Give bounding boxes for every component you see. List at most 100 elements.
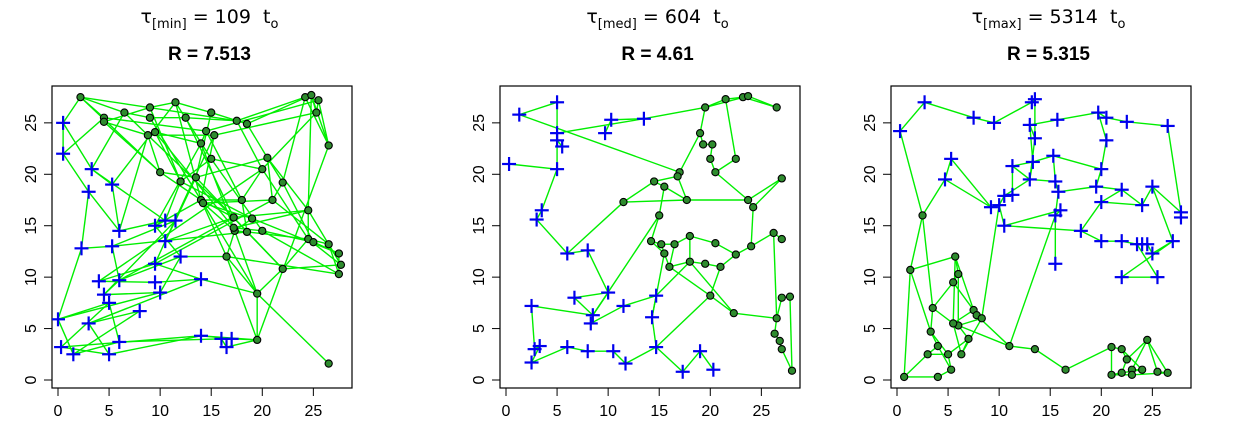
edge-line [62,122,93,170]
data-point-circle [928,303,937,313]
data-point-cross [917,95,932,110]
x-tick-label: 10 [151,403,169,420]
plot-area [52,90,346,368]
data-point-circle [304,206,313,215]
edge-line [88,323,110,355]
data-point-circle [324,240,333,249]
edge-line [903,269,911,377]
data-point-circle [954,269,963,279]
data-point-cross [1073,223,1088,238]
data-point-cross [56,115,71,130]
tau-title: τ[max] = 5314 to [971,6,1126,32]
y-tick-label: 20 [862,165,879,183]
edge-line [180,158,212,183]
data-point-circle [731,154,740,164]
data-point-cross [81,316,96,331]
edge-line [282,96,306,183]
edge-line [108,335,202,355]
x-tick-label: 25 [1143,403,1161,420]
tau-title: τ[min] = 109 to [140,6,279,32]
data-point-cross [153,285,168,300]
edge-line [909,215,924,271]
data-point-cross [893,124,908,139]
panel-max: τ[max] = 5314 to R = 5.315 0 5 10 15 20 25 0 5 1… [839,0,1258,440]
edge-line [1080,201,1102,232]
x-tick-label: 25 [752,403,770,420]
data-point-circle [695,128,705,138]
edge-line [531,346,568,364]
edge-line [108,302,120,343]
edge-line [118,216,235,281]
edge-line [899,130,924,216]
data-point-circle [711,239,720,248]
y-tick-label: 10 [471,268,488,286]
data-point-circle [198,198,208,208]
edge-line [1121,348,1143,371]
edge-line [952,323,963,355]
data-point-cross [66,347,81,362]
data-point-cross [1114,234,1129,249]
edge-line [73,341,120,355]
data-point-circle [787,366,797,375]
data-point-circle [1107,342,1116,352]
edge-line [225,230,236,257]
data-point-cross [675,364,690,379]
data-point-circle [777,234,786,244]
y-tick-label: 5 [23,324,40,333]
data-point-circle [657,240,666,249]
data-point-circle [746,242,756,251]
edge-line [750,232,774,247]
data-point-circle [314,96,323,105]
data-point-cross [580,243,595,258]
data-point-circle [701,103,710,112]
data-point-circle [324,141,333,150]
data-point-circle [731,250,740,259]
edge-line [80,191,90,249]
x-tick-label: 20 [253,403,271,420]
edge-line [932,307,954,324]
data-point-circle [1143,335,1152,345]
edge-line [147,134,161,173]
data-point-cross [1114,270,1129,285]
data-point-cross [649,340,664,355]
data-point-cross [148,218,163,233]
data-point-cross [168,213,183,228]
y-tick-label: 15 [23,217,40,235]
data-point-circle [1117,368,1126,377]
edge-line [282,264,341,270]
data-point-cross [158,234,173,249]
edge-line [1065,346,1112,371]
data-point-circle [237,195,247,205]
edge-line [1034,348,1066,371]
data-point-circle [1122,355,1131,364]
edge-line [205,99,319,132]
data-point-cross [992,198,1007,213]
edge-line [909,269,932,332]
x-tick-label: 10 [990,403,1008,420]
data-point-circle [145,113,155,122]
edge-line [256,293,330,365]
edge-line [958,324,1010,347]
data-point-circle [716,262,725,272]
edge-line [200,143,236,232]
edge-line [1003,178,1031,197]
data-point-cross [944,151,959,166]
edge-line [921,215,934,309]
data-point-cross [583,316,598,331]
edge-line [1004,225,1081,232]
data-point-cross [604,112,619,127]
edge-line [98,280,156,283]
data-point-cross [997,218,1012,233]
edge-line [903,353,929,378]
y-tick-label: 5 [471,324,488,333]
data-point-cross [1160,118,1175,133]
edge-line [1141,186,1153,206]
data-point-circle [1005,341,1014,351]
edge-line [676,176,688,201]
edge-line [62,96,82,124]
data-point-circle [698,140,708,149]
data-point-circle [191,173,201,182]
edge-line [947,338,969,355]
data-point-circle [120,108,129,117]
data-point-circle [324,359,333,368]
